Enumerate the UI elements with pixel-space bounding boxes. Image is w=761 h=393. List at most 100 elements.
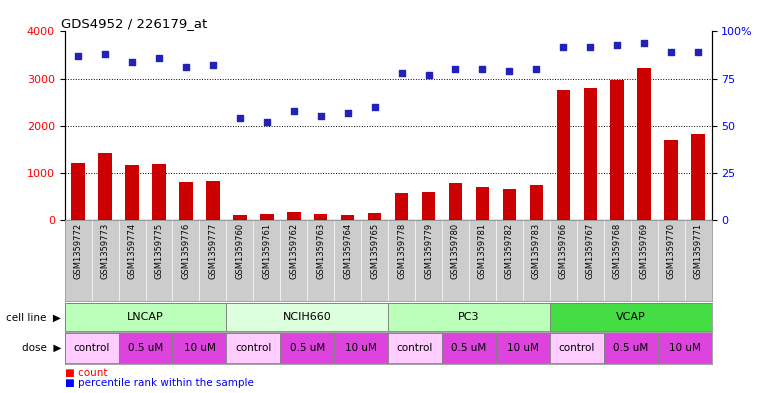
Bar: [449, 183, 462, 220]
Point: [342, 109, 354, 116]
Bar: [152, 164, 166, 220]
Point: [72, 53, 84, 59]
Bar: [206, 182, 220, 220]
Text: GSM1359771: GSM1359771: [693, 222, 702, 279]
Text: GSM1359775: GSM1359775: [154, 222, 164, 279]
Text: 0.5 uM: 0.5 uM: [613, 343, 648, 353]
Bar: [233, 215, 247, 220]
Text: GSM1359769: GSM1359769: [640, 222, 648, 279]
Text: 10 uM: 10 uM: [669, 343, 701, 353]
Point: [126, 59, 139, 65]
Bar: [287, 212, 301, 220]
Text: 0.5 uM: 0.5 uM: [290, 343, 325, 353]
Text: control: control: [397, 343, 433, 353]
Text: 0.5 uM: 0.5 uM: [128, 343, 163, 353]
Point: [153, 55, 165, 61]
Text: control: control: [74, 343, 110, 353]
Text: GSM1359773: GSM1359773: [100, 222, 110, 279]
Point: [288, 108, 300, 114]
Point: [530, 66, 543, 72]
Point: [396, 70, 408, 76]
Text: GSM1359768: GSM1359768: [613, 222, 622, 279]
Text: GSM1359762: GSM1359762: [289, 222, 298, 279]
Point: [450, 66, 462, 72]
Text: GSM1359761: GSM1359761: [263, 222, 272, 279]
Text: control: control: [235, 343, 272, 353]
Text: GSM1359760: GSM1359760: [235, 222, 244, 279]
Bar: [227, 303, 388, 332]
Text: PC3: PC3: [458, 312, 479, 322]
Bar: [98, 153, 112, 220]
Bar: [638, 68, 651, 220]
Bar: [126, 165, 139, 220]
Text: 10 uM: 10 uM: [507, 343, 539, 353]
Text: cell line  ▶: cell line ▶: [6, 312, 61, 322]
Point: [180, 64, 192, 70]
Text: GSM1359766: GSM1359766: [559, 222, 568, 279]
Bar: [476, 187, 489, 220]
Point: [503, 68, 515, 74]
Bar: [503, 189, 516, 220]
Bar: [691, 134, 705, 220]
Text: GSM1359772: GSM1359772: [74, 222, 83, 279]
Bar: [550, 334, 603, 363]
Text: GSM1359763: GSM1359763: [317, 222, 325, 279]
Point: [422, 72, 435, 78]
Bar: [442, 334, 496, 363]
Bar: [395, 193, 409, 220]
Bar: [341, 215, 355, 220]
Text: GSM1359782: GSM1359782: [505, 222, 514, 279]
Bar: [610, 79, 624, 220]
Text: control: control: [559, 343, 595, 353]
Text: GSM1359767: GSM1359767: [586, 222, 595, 279]
Bar: [664, 140, 678, 220]
Text: GDS4952 / 226179_at: GDS4952 / 226179_at: [62, 17, 208, 30]
Bar: [314, 214, 327, 220]
Bar: [496, 334, 550, 363]
Text: GSM1359774: GSM1359774: [128, 222, 136, 279]
Point: [692, 49, 704, 55]
Bar: [368, 213, 381, 220]
Bar: [260, 215, 273, 220]
Bar: [584, 88, 597, 220]
Text: GSM1359764: GSM1359764: [343, 222, 352, 279]
Bar: [119, 334, 173, 363]
Bar: [227, 334, 280, 363]
Text: GSM1359779: GSM1359779: [424, 222, 433, 279]
Point: [476, 66, 489, 72]
Bar: [65, 334, 119, 363]
Bar: [422, 192, 435, 220]
Text: NCIH660: NCIH660: [283, 312, 332, 322]
Point: [665, 49, 677, 55]
Bar: [603, 334, 658, 363]
Text: LNCAP: LNCAP: [127, 312, 164, 322]
Point: [314, 113, 326, 119]
Point: [234, 115, 246, 121]
Text: dose  ▶: dose ▶: [21, 343, 61, 353]
Point: [611, 42, 623, 48]
Point: [99, 51, 111, 57]
Text: ■ count: ■ count: [65, 368, 107, 378]
Bar: [550, 303, 712, 332]
Text: 0.5 uM: 0.5 uM: [451, 343, 486, 353]
Text: GSM1359765: GSM1359765: [370, 222, 379, 279]
Text: GSM1359777: GSM1359777: [209, 222, 218, 279]
Bar: [658, 334, 712, 363]
Point: [207, 62, 219, 68]
Point: [261, 119, 273, 125]
Bar: [280, 334, 334, 363]
Point: [557, 43, 569, 50]
Bar: [65, 303, 227, 332]
Bar: [388, 303, 550, 332]
Text: GSM1359770: GSM1359770: [667, 222, 676, 279]
Text: ■ percentile rank within the sample: ■ percentile rank within the sample: [65, 378, 253, 388]
Text: GSM1359780: GSM1359780: [451, 222, 460, 279]
Bar: [173, 334, 227, 363]
Text: GSM1359783: GSM1359783: [532, 222, 541, 279]
Point: [368, 104, 380, 110]
Bar: [334, 334, 388, 363]
Text: GSM1359778: GSM1359778: [397, 222, 406, 279]
Text: 10 uM: 10 uM: [345, 343, 377, 353]
Bar: [556, 90, 570, 220]
Bar: [388, 334, 442, 363]
